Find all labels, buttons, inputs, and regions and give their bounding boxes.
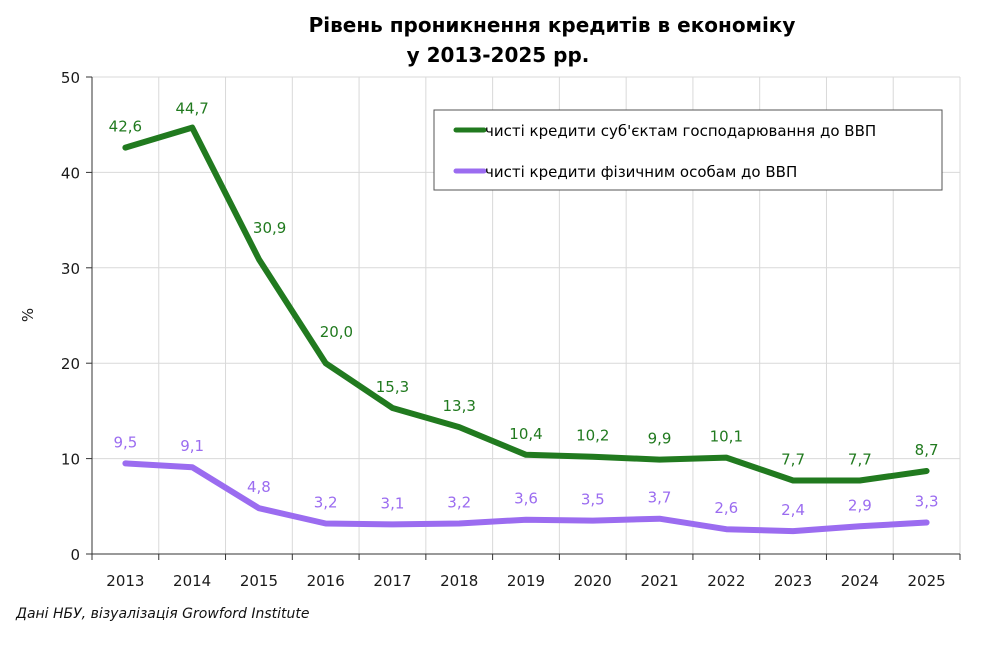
data-label: 3,2	[314, 493, 338, 511]
data-label: 20,0	[320, 323, 353, 341]
source-note: Дані НБУ, візуалізація Growford Institut…	[16, 606, 310, 622]
data-label: 44,7	[175, 100, 208, 118]
x-tick-label: 2025	[908, 572, 946, 590]
series-line-business	[122, 124, 930, 484]
chart-subtitle: у 2013-2025 рр.	[407, 43, 590, 67]
x-tick-label: 2018	[440, 572, 478, 590]
series-line-households	[122, 460, 930, 535]
y-axis-label: %	[19, 308, 37, 322]
data-label: 3,5	[581, 491, 605, 509]
data-label: 10,1	[710, 428, 743, 446]
series-lines	[122, 124, 930, 535]
legend-label-business: чисті кредити суб'єктам господарювання д…	[485, 122, 876, 140]
data-label: 3,3	[915, 493, 939, 511]
x-tick-label: 2016	[307, 572, 345, 590]
x-tick-label: 2024	[841, 572, 879, 590]
data-label: 9,9	[648, 430, 672, 448]
data-label: 10,2	[576, 427, 609, 445]
x-tick-label: 2022	[707, 572, 745, 590]
legend-box	[433, 109, 943, 191]
y-tick-label: 10	[61, 451, 80, 469]
data-label: 3,7	[648, 489, 672, 507]
legend: чисті кредити суб'єктам господарювання д…	[433, 109, 943, 191]
data-label: 15,3	[376, 378, 409, 396]
data-label: 3,1	[381, 494, 405, 512]
y-tick-label: 40	[61, 164, 80, 182]
data-label: 42,6	[109, 118, 142, 136]
data-label: 3,6	[514, 490, 538, 508]
data-label: 13,3	[443, 397, 476, 415]
x-tick-label: 2013	[106, 572, 144, 590]
x-tick-label: 2023	[774, 572, 812, 590]
data-label: 3,2	[447, 493, 471, 511]
data-label: 9,1	[180, 437, 204, 455]
data-label: 30,9	[253, 219, 286, 237]
data-label: 2,4	[781, 501, 805, 519]
data-label: 4,8	[247, 478, 271, 496]
data-label: 7,7	[781, 451, 805, 469]
data-label: 8,7	[915, 441, 939, 459]
data-label: 2,6	[714, 499, 738, 517]
x-tick-label: 2014	[173, 572, 211, 590]
x-tick-label: 2021	[640, 572, 678, 590]
y-tick-label: 30	[61, 260, 80, 278]
x-tick-labels: 2013 2014 2015 2016 2017 2018 2019 2020 2021 2022…	[106, 572, 945, 590]
axes	[86, 76, 961, 560]
data-labels: 42,6 44,7 30,9 20,0 15,3 13,3 10,4 10,2 9,9 10,1 7…	[109, 100, 939, 520]
x-tick-label: 2020	[574, 572, 612, 590]
data-label: 9,5	[113, 433, 137, 451]
y-tick-label: 0	[70, 546, 80, 564]
y-tick-label: 50	[61, 69, 80, 87]
legend-label-households: чисті кредити фізичним особам до ВВП	[485, 163, 797, 181]
x-tick-label: 2019	[507, 572, 545, 590]
y-tick-label: 20	[61, 355, 80, 373]
x-tick-label: 2017	[373, 572, 411, 590]
x-tick-label: 2015	[240, 572, 278, 590]
data-label: 7,7	[848, 451, 872, 469]
data-label: 10,4	[509, 425, 542, 443]
y-tick-labels: 0 10 20 30 40 50	[61, 69, 80, 564]
chart-title: Рівень проникнення кредитів в економіку	[309, 13, 796, 37]
data-label: 2,9	[848, 496, 872, 514]
